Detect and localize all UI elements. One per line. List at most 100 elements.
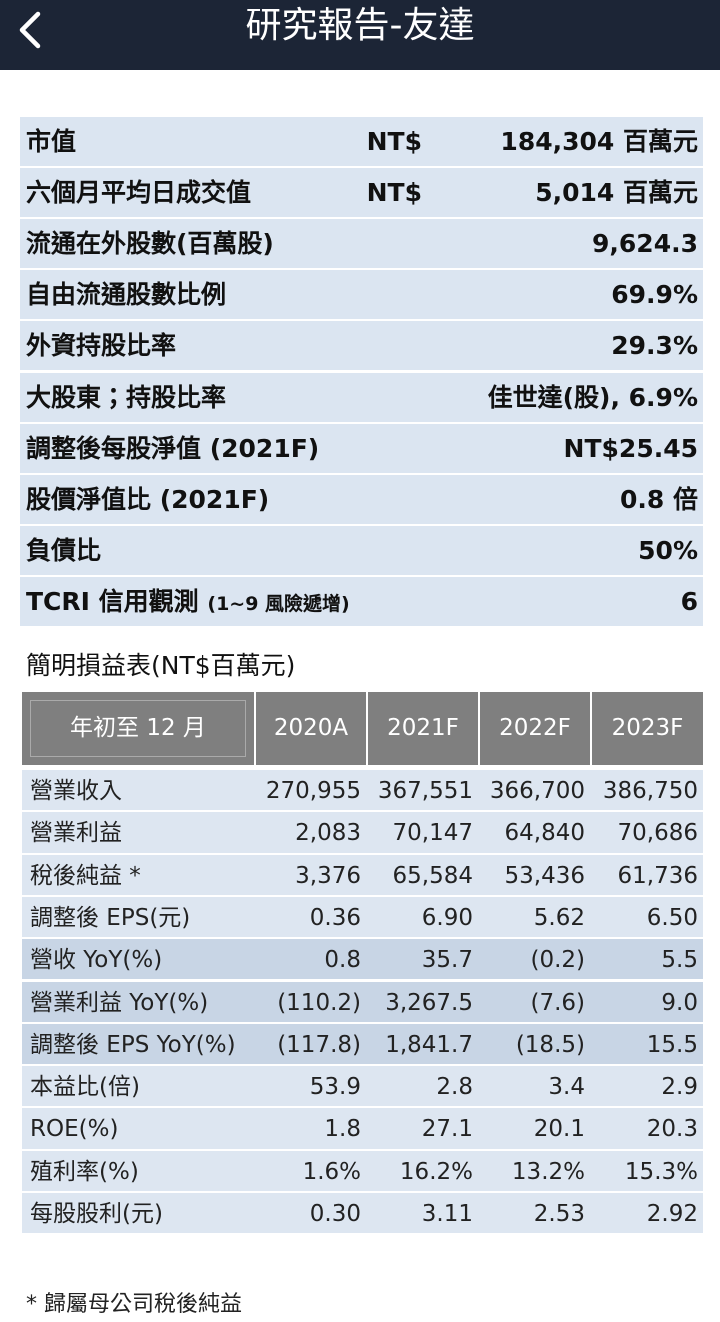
row-label: 營業收入 bbox=[30, 778, 122, 804]
table-row bbox=[22, 770, 703, 813]
info-row bbox=[20, 423, 703, 475]
cell-value: 5.5 bbox=[661, 947, 698, 974]
cell-value: 2.8 bbox=[436, 1074, 473, 1101]
cell-value: 9.0 bbox=[661, 989, 698, 1016]
cell-value: 6.90 bbox=[421, 904, 473, 931]
back-button[interactable] bbox=[14, 10, 44, 50]
info-value: 9,624.3 bbox=[592, 229, 698, 259]
info-value: 5,014 百萬元 bbox=[535, 178, 698, 208]
row-label: 營業利益 bbox=[30, 820, 122, 847]
info-row bbox=[20, 168, 703, 220]
info-row bbox=[20, 474, 703, 526]
info-value: 0.8 倍 bbox=[620, 484, 698, 514]
row-label: 調整後 EPS YoY(%) bbox=[30, 1031, 236, 1058]
cell-value: 6.50 bbox=[646, 904, 698, 931]
cell-value: 3.11 bbox=[421, 1201, 473, 1227]
cell-value: 27.1 bbox=[421, 1116, 473, 1143]
info-label: 流通在外股數(百萬股) bbox=[26, 229, 274, 259]
info-value: 佳世達(股), 6.9% bbox=[487, 382, 698, 412]
row-label: 營收 YoY(%) bbox=[30, 947, 163, 974]
row-label: ROE(%) bbox=[30, 1116, 119, 1143]
info-label: 外資持股比率 bbox=[26, 331, 177, 361]
cell-value: 53,436 bbox=[504, 862, 585, 889]
info-label: 六個月平均日成交值 bbox=[26, 178, 252, 208]
info-row bbox=[20, 270, 703, 322]
row-label: 殖利率(%) bbox=[30, 1158, 139, 1185]
cell-value: 0.8 bbox=[324, 947, 361, 974]
cell-value: (110.2) bbox=[277, 989, 361, 1016]
table-row bbox=[22, 1108, 703, 1151]
info-row bbox=[20, 117, 703, 169]
table-row bbox=[22, 1150, 703, 1193]
cell-value: 1,841.7 bbox=[385, 1031, 473, 1058]
cell-value: 1.6% bbox=[302, 1158, 361, 1185]
table-row bbox=[22, 939, 703, 982]
cell-value: 3.4 bbox=[548, 1074, 585, 1101]
cell-value: 0.30 bbox=[309, 1201, 361, 1227]
cell-value: (18.5) bbox=[515, 1031, 585, 1058]
cell-value: 2,083 bbox=[295, 820, 361, 847]
row-label: 稅後純益 * bbox=[30, 862, 141, 889]
cell-value: 5.62 bbox=[533, 904, 585, 931]
info-currency: NT$ bbox=[366, 127, 422, 156]
cell-value: 0.36 bbox=[309, 904, 361, 931]
info-row bbox=[20, 576, 703, 628]
cell-value: (7.6) bbox=[530, 989, 585, 1016]
table-header-cell: 2021F bbox=[368, 692, 478, 765]
footnote: * 歸屬母公司稅後純益 bbox=[26, 1292, 242, 1317]
cell-value: 20.1 bbox=[533, 1116, 585, 1143]
cell-value: 70,147 bbox=[392, 820, 473, 847]
cell-value: 2.53 bbox=[533, 1201, 585, 1227]
table-header-cell: 2023F bbox=[592, 692, 703, 765]
cell-value: (117.8) bbox=[277, 1031, 361, 1058]
table-row bbox=[22, 854, 703, 897]
cell-value: 61,736 bbox=[617, 862, 698, 889]
row-label: 本益比(倍) bbox=[30, 1074, 140, 1101]
row-label: 營業利益 YoY(%) bbox=[30, 989, 209, 1016]
info-label: 市值 bbox=[26, 127, 77, 156]
info-value: 6 bbox=[680, 586, 698, 616]
info-value: 50% bbox=[638, 535, 698, 565]
table-row bbox=[22, 981, 703, 1024]
cell-value: 64,840 bbox=[504, 820, 585, 847]
row-label: 調整後 EPS(元) bbox=[30, 904, 191, 931]
cell-value: 270,955 bbox=[265, 778, 361, 804]
cell-value: 367,551 bbox=[377, 778, 473, 804]
table-row bbox=[22, 812, 703, 855]
cell-value: 16.2% bbox=[399, 1158, 473, 1185]
table-row bbox=[22, 1023, 703, 1067]
cell-value: 70,686 bbox=[617, 820, 698, 847]
info-row bbox=[20, 525, 703, 577]
info-value: 184,304 百萬元 bbox=[500, 127, 698, 156]
table-header-cell: 年初至 12 月 bbox=[22, 692, 254, 765]
top-bar bbox=[0, 0, 720, 70]
cell-value: 3,267.5 bbox=[385, 989, 473, 1016]
cell-value: (0.2) bbox=[530, 947, 585, 974]
cell-value: 65,584 bbox=[392, 862, 473, 889]
cell-value: 53.9 bbox=[309, 1074, 361, 1101]
table-row bbox=[22, 1066, 703, 1109]
info-value: 29.3% bbox=[611, 331, 698, 361]
cell-value: 366,700 bbox=[489, 778, 585, 804]
cell-value: 15.3% bbox=[624, 1158, 698, 1185]
info-label: 負債比 bbox=[26, 535, 102, 565]
table-header-cell: 2020A bbox=[256, 692, 366, 765]
info-note: (1~9 風險遞增) bbox=[207, 592, 350, 615]
table-header-cell: 2022F bbox=[480, 692, 590, 765]
info-row bbox=[20, 219, 703, 271]
info-value: 69.9% bbox=[611, 280, 698, 310]
cell-value: 13.2% bbox=[511, 1158, 585, 1185]
cell-value: 20.3 bbox=[646, 1116, 698, 1143]
page-title: 研究報告-友達 bbox=[245, 5, 475, 46]
cell-value: 15.5 bbox=[646, 1031, 698, 1058]
cell-value: 1.8 bbox=[324, 1116, 361, 1143]
info-label: 股價淨值比 (2021F) bbox=[26, 484, 270, 514]
cell-value: 2.92 bbox=[646, 1201, 698, 1227]
info-currency: NT$ bbox=[366, 178, 422, 208]
info-row bbox=[20, 372, 703, 424]
cell-value: 386,750 bbox=[602, 778, 698, 804]
section-title: 簡明損益表(NT$百萬元) bbox=[26, 651, 296, 680]
table-row bbox=[22, 896, 703, 940]
info-label: 自由流通股數比例 bbox=[26, 280, 227, 310]
